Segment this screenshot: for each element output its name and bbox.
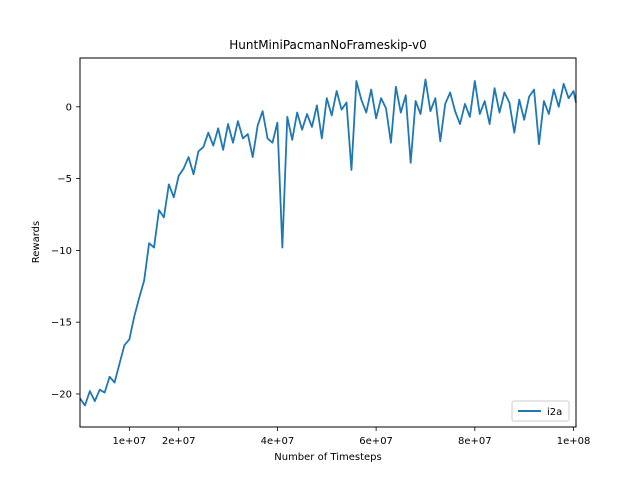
x-tick-label: 2e+07 <box>162 436 196 447</box>
x-tick-label: 6e+07 <box>359 436 393 447</box>
y-tick-label: −5 <box>57 174 72 185</box>
legend: i2a <box>511 400 570 422</box>
y-tick-label: −20 <box>51 389 72 400</box>
series-line-i2a <box>79 78 577 407</box>
y-tick-label: −15 <box>51 318 72 329</box>
x-tick-label: 1e+07 <box>113 436 147 447</box>
plot-frame <box>79 57 577 428</box>
y-tick-label: 0 <box>66 102 72 113</box>
legend-label-i2a: i2a <box>547 407 562 418</box>
x-tick-label: 4e+07 <box>261 436 295 447</box>
y-ticks: −20 −15 −10 −5 0 <box>51 102 80 400</box>
x-axis-label: Number of Timesteps <box>274 452 381 463</box>
x-ticks: 1e+07 2e+07 4e+07 6e+07 8e+07 1e+08 <box>113 427 591 447</box>
x-tick-label: 1e+08 <box>557 436 591 447</box>
y-axis-label: Rewards <box>31 221 42 263</box>
series-lines <box>79 78 577 407</box>
y-tick-label: −10 <box>51 246 72 257</box>
chart-title: HuntMiniPacmanNoFrameskip-v0 <box>229 38 426 52</box>
x-tick-label: 8e+07 <box>458 436 492 447</box>
